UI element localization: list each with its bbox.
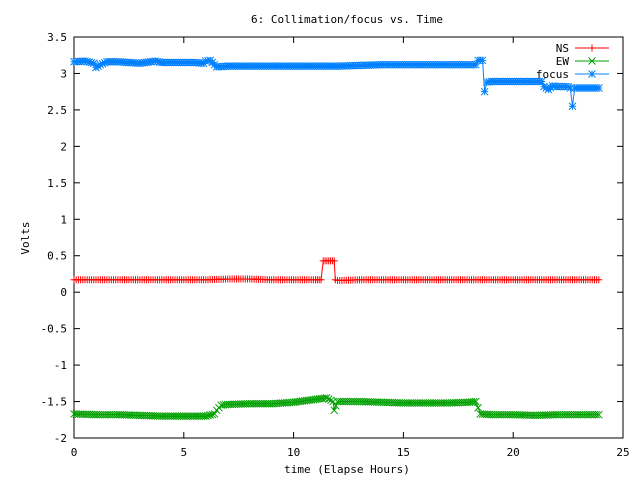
data-point-EW: [210, 410, 219, 418]
y-tick-label: 2: [60, 140, 67, 153]
data-point-focus: [87, 58, 96, 67]
data-point-focus: [98, 59, 107, 68]
series-NS: [70, 257, 603, 285]
x-tick-label: 0: [71, 446, 78, 459]
x-tick-label: 10: [287, 446, 300, 459]
legend-label-EW: EW: [556, 55, 570, 68]
legend-marker-focus: [588, 70, 596, 78]
data-point-EW: [330, 406, 339, 415]
y-tick-label: -1.5: [41, 396, 68, 409]
x-tick-label: 20: [507, 446, 520, 459]
data-point-focus: [96, 60, 105, 69]
data-point-focus: [89, 59, 98, 68]
y-tick-label: 3.5: [47, 31, 67, 44]
legend-label-focus: focus: [536, 68, 569, 81]
x-tick-label: 5: [180, 446, 187, 459]
y-tick-label: -1: [54, 359, 67, 372]
data-point-EW: [469, 397, 478, 406]
y-tick-label: 0: [60, 286, 67, 299]
data-point-NS: [330, 257, 338, 265]
x-tick-label: 15: [397, 446, 410, 459]
data-point-focus: [537, 77, 546, 86]
legend-marker-EW: [588, 57, 596, 65]
axes: -2 -1.5 -1 -0.5 0 0.5 1 1.5 2 2.5 3 3.5 0 5 10 15 20 25: [41, 31, 630, 459]
data-point-EW: [474, 403, 482, 412]
data-point-EW: [201, 412, 210, 420]
data-point-EW: [206, 411, 215, 419]
chart-title: 6: Collimation/focus vs. Time: [251, 13, 443, 26]
data-point-EW: [472, 397, 480, 406]
data-point-EW: [204, 411, 212, 420]
y-tick-label: -2: [54, 432, 67, 445]
data-point-EW: [324, 395, 333, 403]
x-axis-label: time (Elapse Hours): [284, 463, 410, 476]
y-tick-label: 1: [60, 213, 67, 226]
legend-label-NS: NS: [556, 42, 569, 55]
data-point-EW: [594, 410, 603, 419]
data-point-focus: [92, 63, 100, 72]
data-point-EW: [592, 410, 601, 419]
data-point-focus: [542, 84, 550, 92]
y-tick-label: 0.5: [47, 250, 67, 263]
x-tick-label: 25: [616, 446, 629, 459]
series-focus: [70, 56, 603, 111]
y-tick-label: 1.5: [47, 177, 67, 190]
data-point-focus: [478, 56, 487, 65]
legend-marker-NS: [588, 44, 596, 52]
data-point-NS: [595, 276, 603, 284]
data-point-focus: [480, 87, 489, 96]
data-point-focus: [564, 82, 572, 91]
y-tick-label: -0.5: [41, 323, 68, 336]
data-point-focus: [472, 60, 480, 69]
data-point-focus: [83, 57, 92, 66]
data-point-focus: [594, 84, 603, 92]
data-point-focus: [566, 84, 575, 92]
data-point-focus: [540, 82, 548, 91]
series-layer: [70, 56, 603, 420]
data-point-focus: [81, 57, 89, 65]
data-point-EW: [322, 394, 331, 402]
series-EW: [70, 394, 603, 420]
y-axis-label: Volts: [19, 221, 32, 254]
y-tick-label: 2.5: [47, 104, 67, 117]
data-point-focus: [100, 58, 109, 67]
data-point-focus: [94, 62, 103, 71]
data-point-focus: [568, 102, 577, 111]
data-point-focus: [85, 58, 94, 67]
y-tick-label: 3: [60, 67, 67, 80]
plot-frame: [73, 36, 624, 439]
data-point-NS: [317, 276, 325, 284]
